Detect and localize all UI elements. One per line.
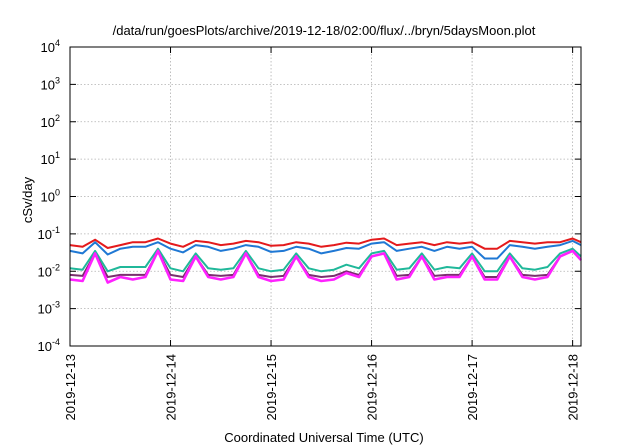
chart-title: /data/run/goesPlots/archive/2019-12-18/0…	[113, 23, 536, 38]
y-tick-label: 102	[41, 113, 60, 130]
y-tick-label: 10-4	[38, 337, 60, 354]
series-line-2	[69, 239, 582, 260]
y-tick-label: 100	[41, 188, 60, 205]
y-tick-label: 104	[41, 38, 60, 55]
y-tick-label: 101	[41, 150, 60, 167]
y-axis-label: cSv/day	[20, 176, 35, 223]
x-axis-ticks: 2019-12-13 2019-12-14 2019-12-15 2019-12-16…	[63, 47, 581, 421]
series-line-1	[69, 237, 582, 250]
y-tick-label: 10-2	[38, 262, 60, 279]
y-axis-ticks: 10-4 10-3 10-2 10-1 100 101 102 103 104	[38, 38, 581, 354]
x-tick-label: 2019-12-16	[365, 354, 380, 421]
y-tick-label: 103	[41, 75, 60, 92]
y-tick-label: 10-3	[38, 300, 60, 317]
x-tick-label: 2019-12-18	[566, 354, 581, 421]
x-tick-label: 2019-12-13	[63, 354, 78, 421]
series-group	[69, 237, 582, 284]
y-tick-label: 10-1	[38, 225, 60, 242]
x-tick-label: 2019-12-15	[264, 354, 279, 421]
series-line-3	[69, 247, 582, 273]
x-axis-label: Coordinated Universal Time (UTC)	[224, 430, 423, 445]
x-tick-label: 2019-12-17	[465, 354, 480, 421]
grid	[70, 47, 581, 346]
x-tick-label: 2019-12-14	[164, 354, 179, 421]
series-line-5	[69, 249, 582, 284]
